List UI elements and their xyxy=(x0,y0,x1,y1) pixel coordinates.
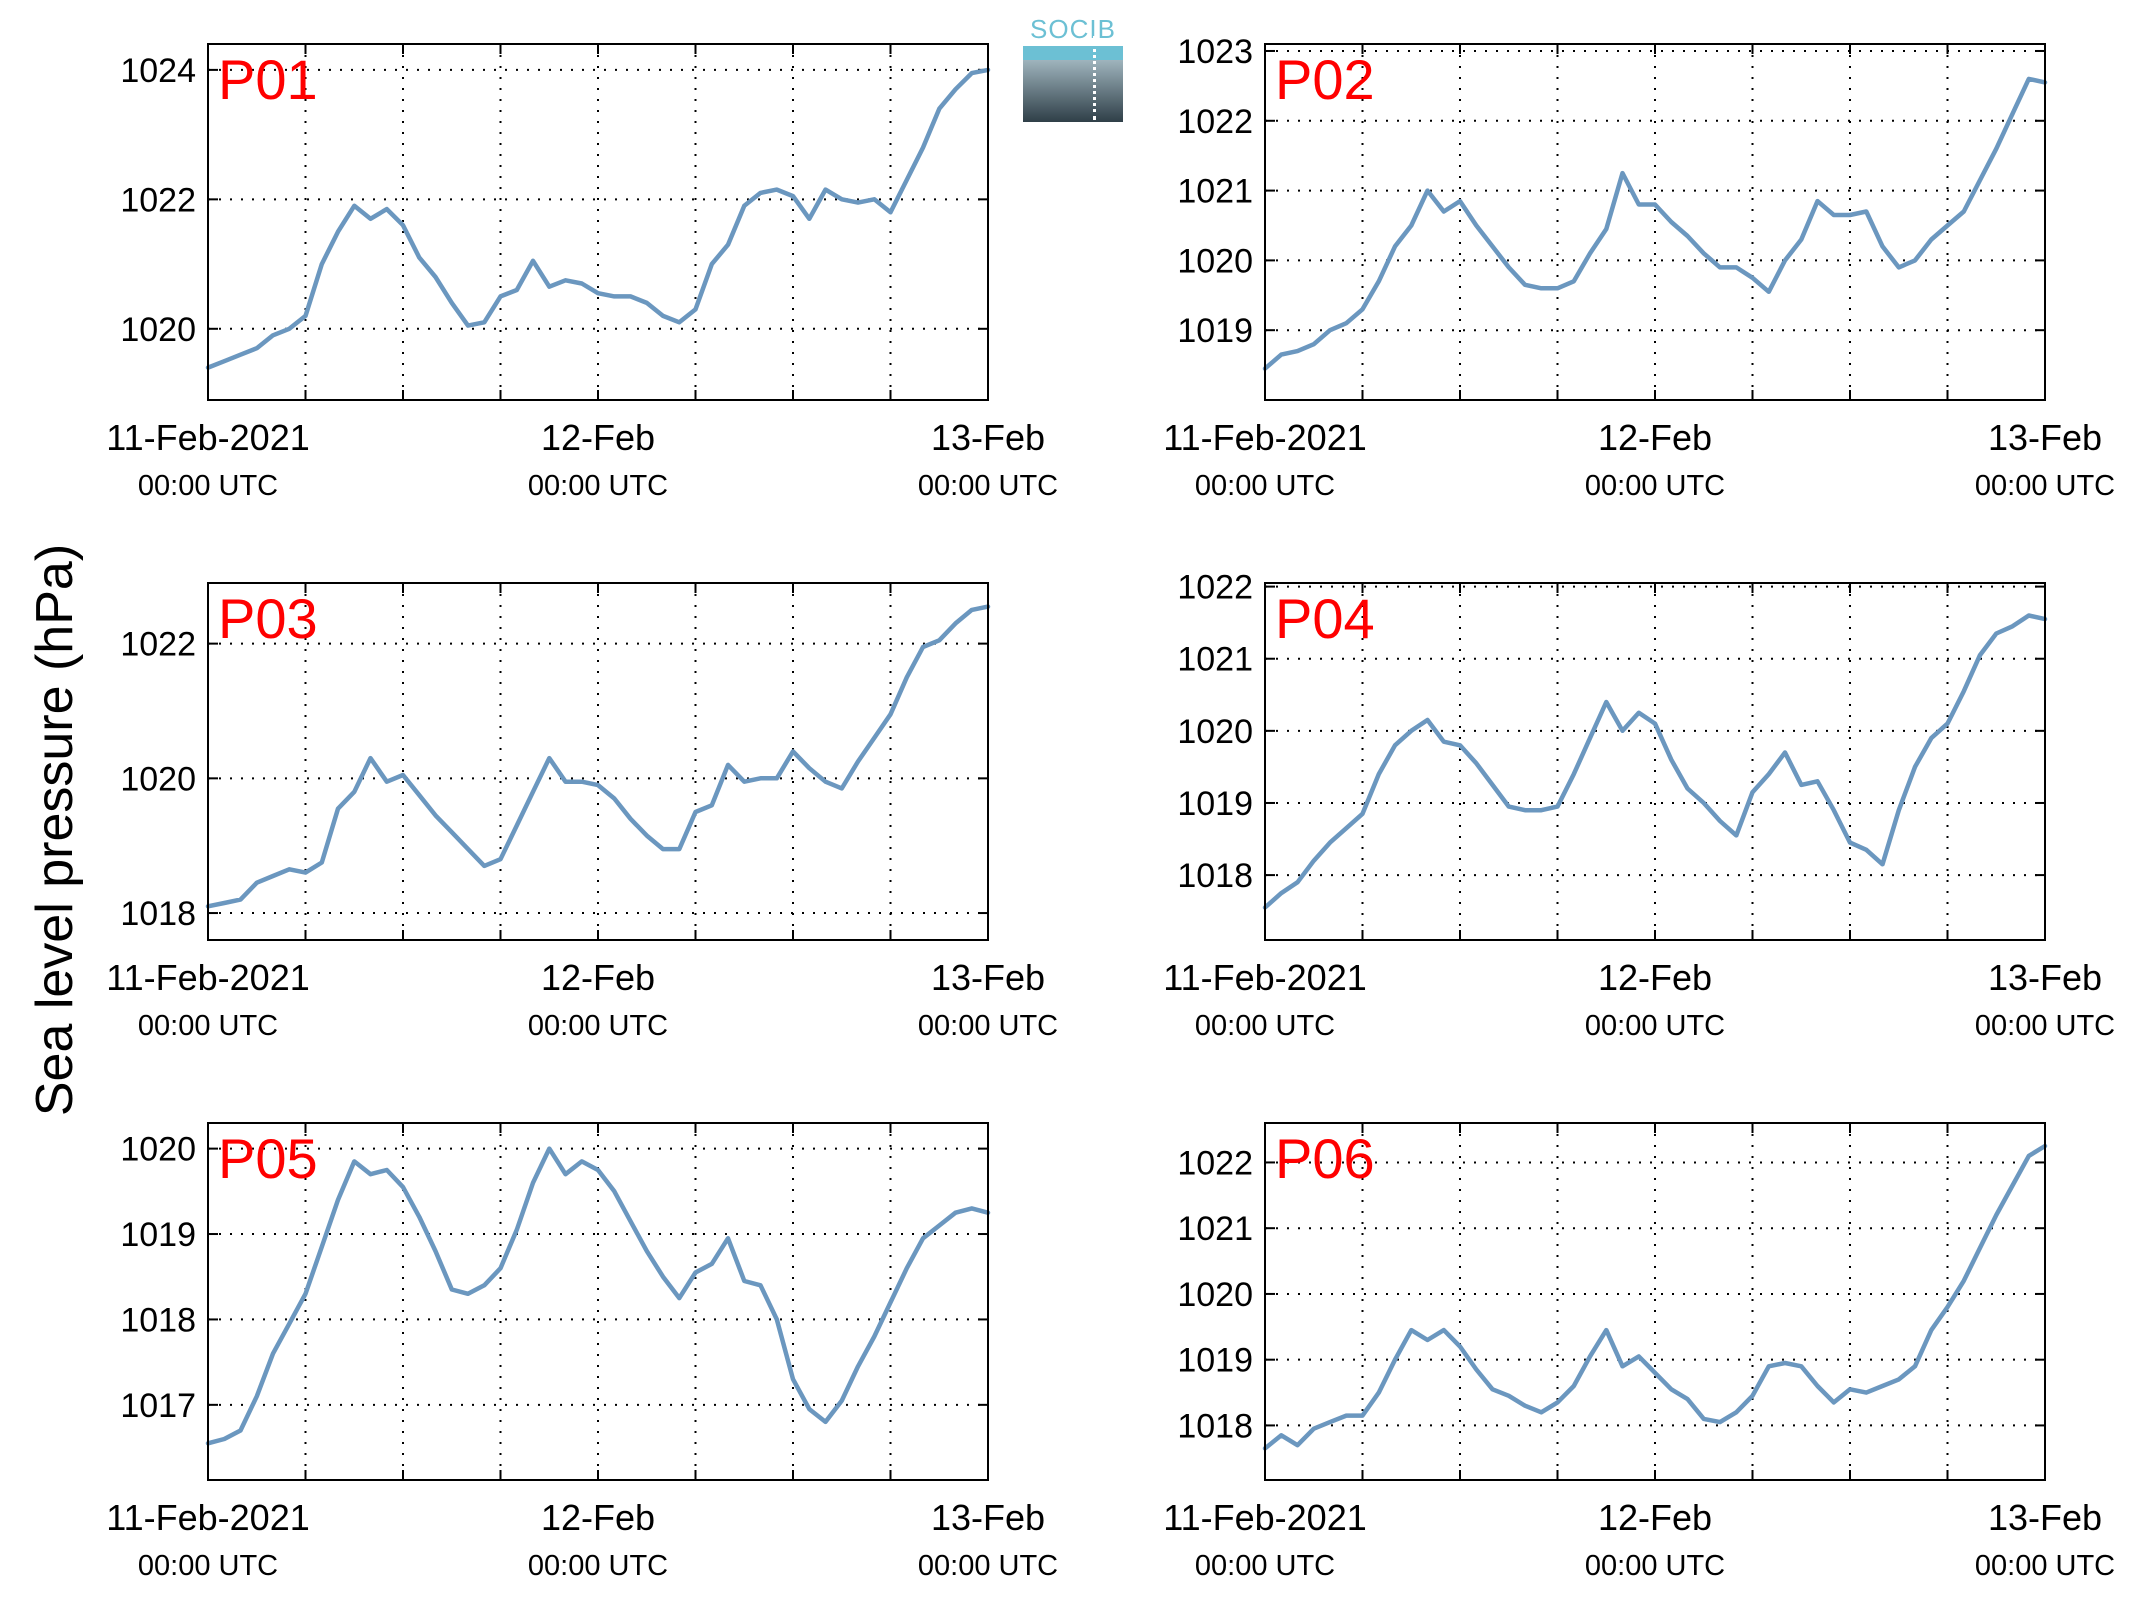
axes-frame xyxy=(1264,43,2046,401)
x-tick-label-time: 00:00 UTC xyxy=(528,1010,668,1042)
x-tick-label-date: 11-Feb-2021 xyxy=(106,417,309,458)
x-tick-label-time: 00:00 UTC xyxy=(528,1550,668,1582)
socib-logo-dots xyxy=(1093,36,1096,120)
x-tick-label-date: 12-Feb xyxy=(541,957,655,998)
x-tick-label-time: 00:00 UTC xyxy=(138,1010,278,1042)
x-tick-label-time: 00:00 UTC xyxy=(1195,1550,1335,1582)
x-tick-label-date: 12-Feb xyxy=(541,1497,655,1538)
y-tick-label: 1020 xyxy=(120,760,196,798)
socib-logo: SOCIB xyxy=(1023,14,1123,122)
y-tick-label: 1018 xyxy=(1177,857,1253,895)
y-tick-label: 1020 xyxy=(120,311,196,349)
series-line xyxy=(205,1146,991,1446)
y-tick-label: 1024 xyxy=(120,52,196,90)
series-line xyxy=(205,604,991,909)
y-tick-label: 1022 xyxy=(1177,103,1253,141)
y-tick-label: 1019 xyxy=(120,1216,196,1254)
panel-p05: 1017 1018 1019 1020 11-Feb-2021 00:00 UTC 12-F… xyxy=(106,1122,1058,1582)
x-tick-label-date: 12-Feb xyxy=(541,417,655,458)
x-tick-label-time: 00:00 UTC xyxy=(1585,1010,1725,1042)
panel-p06: 1018 1019 1020 1021 1022 11-Feb-2021 00:00 UTC… xyxy=(1163,1122,2115,1582)
x-tick-label-time: 00:00 UTC xyxy=(1975,1010,2115,1042)
y-tick-label: 1023 xyxy=(1177,33,1253,71)
x-tick-label-time: 00:00 UTC xyxy=(138,1550,278,1582)
panel-label: P01 xyxy=(218,48,318,111)
x-tick-label-date: 13-Feb xyxy=(931,1497,1045,1538)
x-tick-label-time: 00:00 UTC xyxy=(1975,470,2115,502)
y-tick-label: 1018 xyxy=(120,1301,196,1339)
x-tick-label-date: 13-Feb xyxy=(931,957,1045,998)
x-tick-label-date: 12-Feb xyxy=(1598,417,1712,458)
y-tick-label: 1021 xyxy=(1177,1210,1253,1248)
x-tick-label-time: 00:00 UTC xyxy=(1195,1010,1335,1042)
series-line xyxy=(1262,613,2048,910)
x-tick-label-time: 00:00 UTC xyxy=(1585,1550,1725,1582)
x-tick-label-date: 11-Feb-2021 xyxy=(1163,957,1366,998)
y-tick-label: 1020 xyxy=(1177,713,1253,751)
y-tick-label: 1022 xyxy=(1177,1144,1253,1182)
y-tick-label: 1022 xyxy=(120,181,196,219)
x-tick-label-time: 00:00 UTC xyxy=(918,1550,1058,1582)
axes-frame xyxy=(207,582,989,941)
axes-frame xyxy=(1264,1122,2046,1481)
series-line xyxy=(1262,76,2048,371)
x-tick-label-date: 11-Feb-2021 xyxy=(106,1497,309,1538)
panel-label: P06 xyxy=(1275,1127,1375,1190)
y-tick-label: 1017 xyxy=(120,1387,196,1425)
x-tick-label-date: 12-Feb xyxy=(1598,957,1712,998)
x-tick-label-date: 13-Feb xyxy=(1988,1497,2102,1538)
x-tick-label-date: 11-Feb-2021 xyxy=(1163,417,1366,458)
axes-frame xyxy=(207,43,989,401)
x-tick-label-date: 13-Feb xyxy=(931,417,1045,458)
axes-frame xyxy=(207,1122,989,1481)
y-axis-label: Sea level pressure (hPa) xyxy=(26,543,84,1117)
panel-label: P03 xyxy=(218,587,318,650)
panel-p01: 1020 1022 1024 11-Feb-2021 00:00 UTC 12-Feb 00… xyxy=(106,43,1058,502)
socib-logo-band xyxy=(1023,46,1123,60)
y-tick-label: 1022 xyxy=(1177,569,1253,607)
y-tick-label: 1021 xyxy=(1177,641,1253,679)
series-line xyxy=(205,67,991,370)
x-tick-label-time: 00:00 UTC xyxy=(528,470,668,502)
axes-frame xyxy=(1264,582,2046,941)
y-tick-label: 1020 xyxy=(120,1131,196,1169)
x-tick-label-time: 00:00 UTC xyxy=(1585,470,1725,502)
y-tick-label: 1020 xyxy=(1177,1276,1253,1314)
socib-logo-text: SOCIB xyxy=(1030,14,1116,44)
y-tick-label: 1018 xyxy=(120,895,196,933)
y-tick-label: 1018 xyxy=(1177,1407,1253,1445)
y-tick-label: 1019 xyxy=(1177,312,1253,350)
x-tick-label-date: 13-Feb xyxy=(1988,957,2102,998)
x-tick-label-time: 00:00 UTC xyxy=(138,470,278,502)
panel-label: P05 xyxy=(218,1127,318,1190)
series-line xyxy=(1262,1143,2048,1451)
y-tick-label: 1021 xyxy=(1177,173,1253,211)
y-tick-label: 1020 xyxy=(1177,242,1253,280)
panel-label: P04 xyxy=(1275,587,1375,650)
y-tick-label: 1019 xyxy=(1177,1342,1253,1380)
x-tick-label-date: 11-Feb-2021 xyxy=(1163,1497,1366,1538)
y-axis-label-container: Sea level pressure (hPa) xyxy=(0,0,110,1608)
panel-p04: 1018 1019 1020 1021 1022 11-Feb-2021 00:00 UTC… xyxy=(1163,569,2115,1042)
x-tick-label-time: 00:00 UTC xyxy=(1195,470,1335,502)
x-tick-label-time: 00:00 UTC xyxy=(918,470,1058,502)
panel-p03: 1018 1020 1022 11-Feb-2021 00:00 UTC 12-Feb 00… xyxy=(106,582,1058,1042)
y-tick-label: 1019 xyxy=(1177,785,1253,823)
x-tick-label-date: 12-Feb xyxy=(1598,1497,1712,1538)
y-tick-label: 1022 xyxy=(120,626,196,664)
panel-p02: 1019 1020 1021 1022 1023 11-Feb-2021 00:00 UTC… xyxy=(1163,33,2115,502)
x-tick-label-date: 13-Feb xyxy=(1988,417,2102,458)
x-tick-label-date: 11-Feb-2021 xyxy=(106,957,309,998)
panel-label: P02 xyxy=(1275,48,1375,111)
x-tick-label-time: 00:00 UTC xyxy=(1975,1550,2115,1582)
socib-logo-block xyxy=(1023,60,1123,122)
x-tick-label-time: 00:00 UTC xyxy=(918,1010,1058,1042)
